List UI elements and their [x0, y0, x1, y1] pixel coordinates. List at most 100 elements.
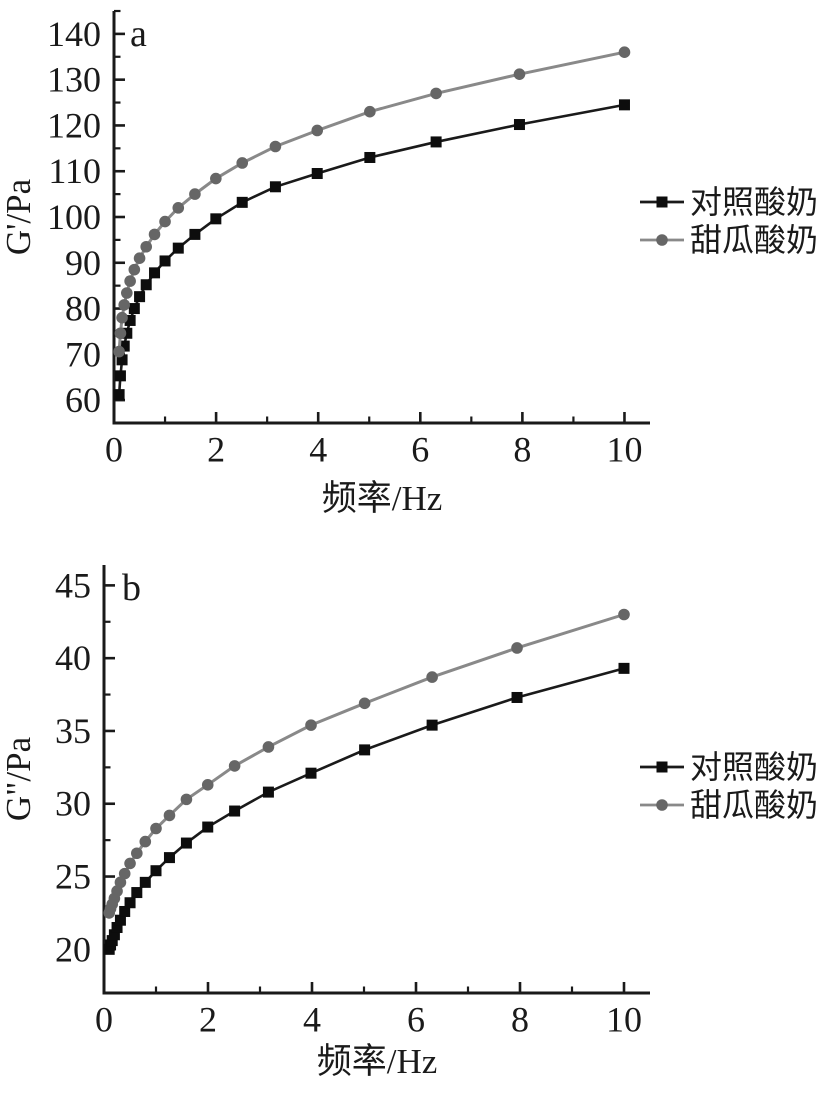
square-marker	[124, 314, 136, 326]
square-marker	[236, 196, 248, 208]
x-tick-label: 6	[407, 1000, 425, 1040]
legend-square-marker	[656, 196, 668, 208]
chart-panel-a: 60 70 80 90 100 110 120 130 140 0 2 4 6 8 10 a G'/Pa 频率/H…	[0, 9, 818, 518]
square-marker	[116, 354, 128, 366]
circle-marker	[124, 275, 136, 287]
square-marker	[150, 865, 162, 877]
x-tick-label: 0	[95, 1000, 113, 1040]
circle-marker	[618, 46, 631, 58]
circle-marker	[163, 809, 176, 822]
series-line-control	[107, 667, 625, 950]
y-tick-label: 120	[47, 105, 101, 145]
circle-marker	[124, 857, 136, 870]
circle-marker	[511, 642, 523, 654]
panel-label: a	[130, 13, 147, 55]
square-marker	[118, 340, 130, 352]
circle-marker	[118, 867, 131, 880]
square-marker	[111, 921, 123, 933]
y-tick-label: 90	[65, 243, 101, 283]
x-tick-label: 4	[309, 430, 327, 470]
circle-marker	[311, 124, 324, 137]
x-tick-label: 4	[303, 1000, 321, 1040]
square-marker	[163, 852, 175, 864]
circle-marker	[269, 140, 282, 153]
circle-marker	[513, 68, 526, 80]
square-marker	[124, 897, 136, 909]
circle-marker	[172, 202, 185, 214]
circle-marker	[430, 87, 442, 100]
y-tick-label: 130	[47, 60, 101, 100]
y-tick-label: 80	[65, 289, 101, 329]
circle-marker	[118, 299, 131, 311]
legend-circle-marker	[656, 234, 668, 246]
square-marker	[140, 279, 152, 291]
legend-item-control: 对照酸奶	[640, 184, 818, 220]
legend-item-melon: 甜瓜酸奶	[640, 222, 818, 258]
y-tick-label: 25	[55, 857, 91, 897]
x-tick-label: 6	[411, 430, 429, 470]
circle-marker	[358, 697, 371, 710]
square-marker	[426, 719, 438, 731]
square-marker	[128, 303, 140, 315]
circle-marker	[116, 311, 128, 324]
circle-marker	[210, 172, 222, 185]
legend-item-melon: 甜瓜酸奶	[640, 787, 818, 823]
x-axis-title: 频率/Hz	[322, 479, 443, 518]
square-marker	[513, 119, 525, 131]
circle-marker	[139, 835, 152, 848]
circle-marker	[236, 157, 249, 169]
legend-label: 甜瓜酸奶	[690, 787, 818, 823]
square-marker	[229, 805, 241, 817]
x-tick-label: 2	[207, 430, 225, 470]
y-axis-title: G'/Pa	[0, 178, 38, 255]
circle-marker	[113, 345, 125, 358]
y-tick-label: 35	[55, 711, 91, 751]
circle-marker	[159, 215, 171, 228]
x-tick-label: 2	[199, 1000, 217, 1040]
square-marker	[108, 929, 120, 941]
panel-label: b	[122, 567, 141, 609]
square-marker	[131, 887, 143, 899]
square-marker	[269, 181, 281, 193]
square-marker	[359, 744, 371, 756]
circle-marker	[426, 671, 438, 683]
circle-marker	[201, 779, 214, 791]
x-tick-label: 10	[606, 430, 642, 470]
legend-circle-marker	[656, 799, 668, 811]
square-marker	[311, 168, 323, 180]
x-tick-label: 10	[606, 1000, 642, 1040]
y-tick-label: 70	[65, 334, 101, 374]
square-marker	[149, 267, 161, 279]
y-tick-label: 60	[65, 380, 101, 420]
square-marker	[180, 837, 192, 849]
circle-marker	[262, 741, 275, 753]
circle-marker	[618, 608, 630, 621]
legend-label: 甜瓜酸奶	[690, 222, 818, 258]
circle-marker	[189, 188, 201, 200]
square-marker	[114, 914, 126, 926]
square-marker	[139, 876, 151, 888]
series-line-control	[117, 103, 625, 395]
x-axis-title: 频率/Hz	[317, 1042, 438, 1081]
y-axis-title: G"/Pa	[0, 736, 38, 821]
x-tick-label: 8	[513, 430, 531, 470]
circle-marker	[140, 240, 153, 253]
square-marker	[114, 370, 126, 382]
square-marker	[262, 786, 274, 798]
x-tick-label: 8	[511, 1000, 529, 1040]
y-tick-label: 30	[55, 784, 91, 824]
square-marker	[189, 228, 201, 240]
square-marker	[159, 255, 171, 267]
circle-marker	[148, 228, 161, 241]
square-marker	[113, 389, 125, 401]
square-marker	[172, 242, 184, 254]
square-marker	[134, 291, 146, 303]
legend-item-control: 对照酸奶	[640, 749, 818, 785]
circle-marker	[150, 822, 162, 835]
legend-label: 对照酸奶	[690, 184, 818, 220]
square-marker	[210, 213, 222, 225]
series-line-melon	[117, 50, 625, 352]
square-marker	[106, 935, 118, 947]
